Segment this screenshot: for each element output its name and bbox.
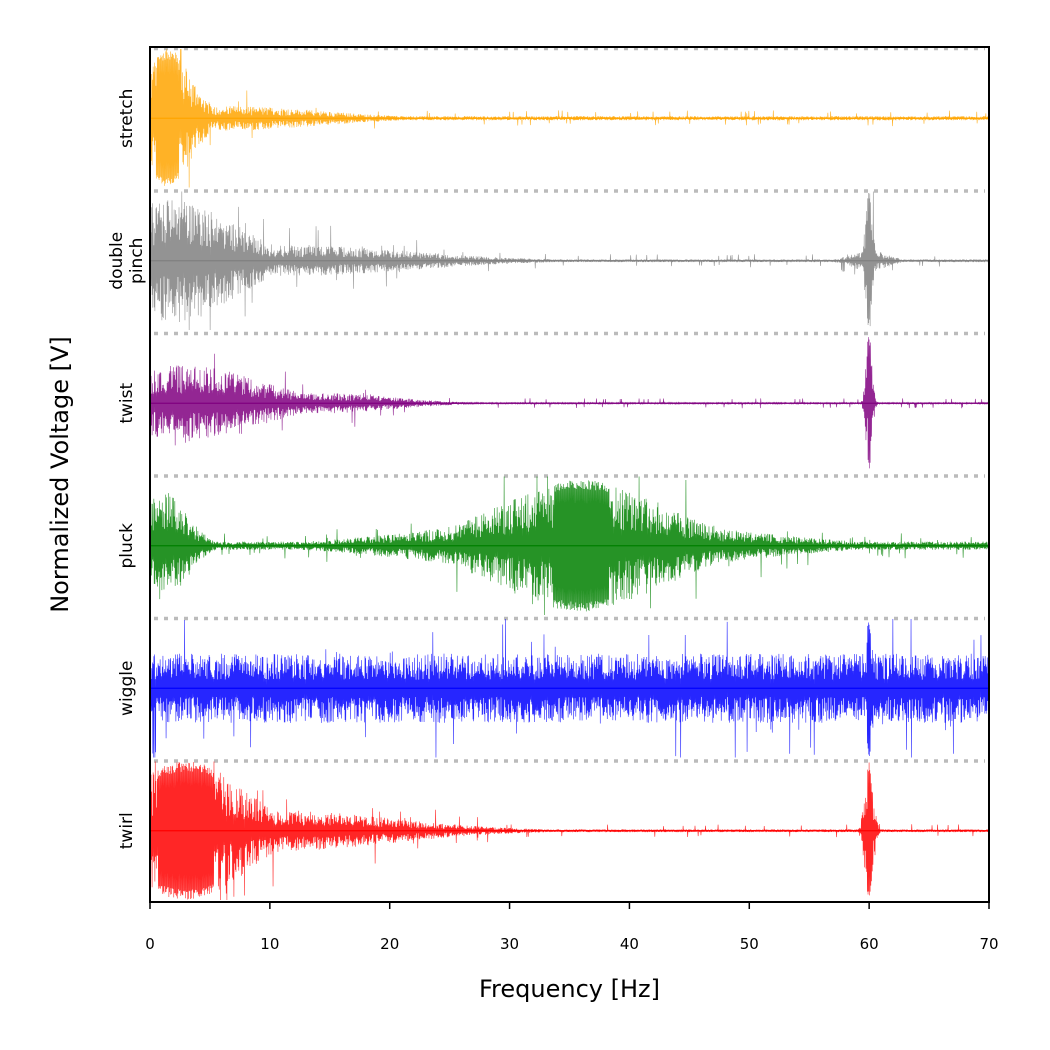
x-tick-label: 10 (260, 935, 279, 953)
x-tick-label: 20 (380, 935, 399, 953)
row-label-twist: twist (117, 383, 137, 424)
x-tick-label: 30 (500, 935, 519, 953)
trace-pluck (150, 476, 989, 616)
row-label-stretch: stretch (117, 89, 137, 148)
x-tick-label: 60 (860, 935, 879, 953)
row-label-double-pinch: double (107, 232, 127, 290)
row-label-wiggle: wiggle (117, 661, 137, 716)
trace-wiggle (150, 618, 989, 758)
row-separators (154, 46, 985, 763)
plot-frame (149, 46, 990, 903)
row-label-pluck: pluck (117, 523, 137, 569)
x-axis-title: Frequency [Hz] (479, 975, 660, 1003)
y-axis-title: Normalized Voltage [V] (46, 336, 74, 613)
x-tick-label: 70 (979, 935, 998, 953)
x-tick-label: 50 (740, 935, 759, 953)
traces (150, 48, 989, 901)
row-labels: stretch double pinch twist pluck wiggle twirl (107, 89, 147, 850)
row-label-twirl: twirl (117, 812, 137, 849)
x-axis-ticks: 0 10 20 30 40 50 60 70 (145, 902, 999, 953)
row-label-double-pinch: pinch (127, 238, 147, 284)
x-tick-label: 40 (620, 935, 639, 953)
x-tick-label: 0 (145, 935, 155, 953)
